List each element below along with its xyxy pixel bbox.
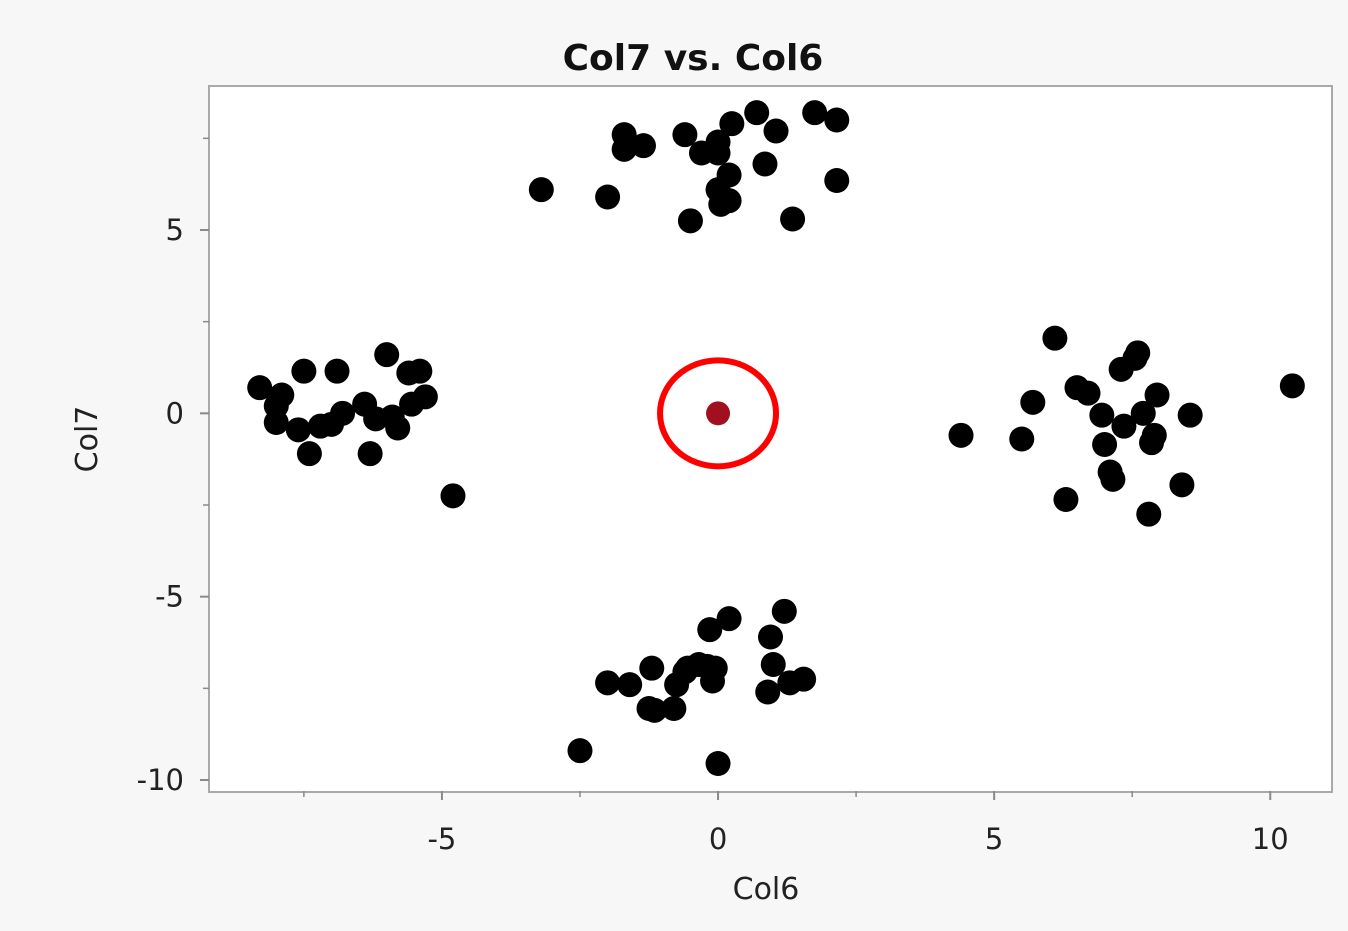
data-point — [791, 666, 817, 692]
data-point — [716, 606, 742, 632]
y-tick-label: 5 — [166, 213, 184, 247]
highlight-ring — [657, 357, 780, 470]
data-point — [1279, 373, 1305, 399]
data-point — [247, 375, 273, 401]
data-point — [697, 617, 723, 643]
data-point — [639, 655, 665, 681]
data-point — [708, 191, 734, 217]
data-point — [595, 670, 621, 696]
data-point — [677, 208, 703, 234]
data-point — [1089, 402, 1115, 428]
data-point — [1009, 426, 1035, 452]
y-tick-label: -10 — [137, 763, 184, 797]
data-point — [672, 122, 698, 148]
x-tick-label: -5 — [427, 822, 456, 856]
data-point — [948, 422, 974, 448]
data-point — [611, 136, 637, 162]
data-point — [1053, 487, 1079, 512]
highlight-layer — [657, 357, 780, 470]
data-point — [1042, 325, 1068, 351]
data-point — [291, 358, 317, 384]
data-point — [440, 483, 466, 509]
data-point — [752, 151, 778, 177]
data-point — [412, 384, 438, 410]
data-point — [374, 342, 400, 368]
data-point — [661, 696, 687, 721]
data-point — [763, 118, 789, 144]
data-point — [1141, 422, 1167, 448]
data-point — [719, 111, 745, 137]
x-tick-label: 5 — [985, 822, 1003, 856]
data-point — [263, 410, 289, 435]
data-point — [716, 162, 742, 188]
data-point — [1130, 400, 1156, 426]
data-point — [567, 738, 593, 764]
data-point — [705, 140, 731, 166]
data-point — [385, 415, 411, 441]
axes: -5 0 5 10 5 0 -5 -10 — [137, 137, 1289, 856]
data-point — [407, 358, 433, 384]
data-point — [1177, 402, 1203, 428]
data-point — [1100, 466, 1126, 492]
y-tick-label: -5 — [155, 580, 184, 614]
data-point — [1136, 501, 1162, 527]
data-point — [1020, 389, 1046, 415]
data-point — [780, 206, 806, 232]
data-point — [824, 107, 850, 133]
data-point — [357, 441, 383, 467]
data-point — [760, 652, 786, 677]
data-point — [642, 697, 668, 723]
data-point — [1092, 432, 1118, 457]
y-axis-label: Col7 — [70, 406, 105, 473]
x-tick-label: 0 — [709, 822, 727, 856]
data-point — [824, 168, 850, 193]
data-point — [1125, 340, 1151, 366]
data-point — [324, 358, 350, 384]
highlighted-point — [706, 401, 731, 426]
y-tick-label: 0 — [166, 396, 184, 430]
data-point — [755, 679, 781, 705]
data-point — [1144, 382, 1170, 408]
x-axis-label: Col6 — [733, 872, 800, 907]
data-point — [744, 100, 770, 126]
chart-title: Col7 vs. Col6 — [563, 38, 824, 79]
data-point — [1111, 413, 1137, 439]
data-points — [247, 100, 1305, 776]
data-point — [1169, 472, 1195, 498]
data-point — [702, 655, 728, 681]
data-point — [771, 598, 797, 624]
data-point — [617, 672, 643, 698]
data-point — [330, 400, 356, 426]
data-point — [528, 177, 554, 203]
x-tick-label: 10 — [1252, 822, 1289, 856]
data-point — [802, 100, 828, 126]
data-point — [296, 441, 322, 467]
data-point — [1075, 380, 1101, 406]
data-point — [595, 184, 621, 210]
data-point — [705, 751, 731, 776]
data-point — [758, 624, 783, 650]
data-point — [285, 417, 311, 443]
data-point — [630, 133, 656, 159]
